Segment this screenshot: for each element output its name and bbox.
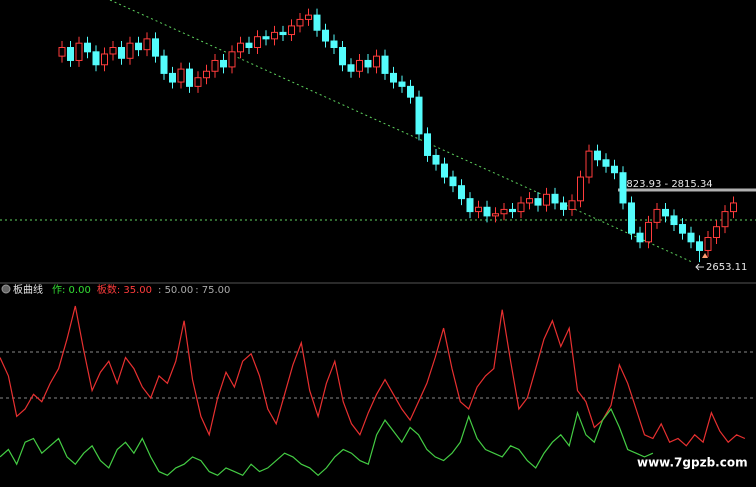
candle-body — [611, 165, 618, 174]
candle-body — [492, 213, 499, 217]
candle-body — [169, 72, 176, 83]
candle-body — [347, 64, 355, 72]
candle-body — [220, 59, 227, 68]
candle-body — [245, 42, 253, 49]
candle-body — [619, 172, 627, 204]
range-label: 2823.93 - 2815.34 — [620, 179, 713, 190]
candle-body — [458, 185, 465, 200]
candle-body — [118, 47, 125, 59]
candle-body — [356, 59, 363, 72]
candle-body — [373, 55, 380, 68]
candle-body — [594, 150, 601, 161]
candle-body — [509, 208, 516, 213]
candle-body — [687, 232, 695, 243]
candle-body — [75, 42, 83, 61]
candle-body — [466, 198, 474, 213]
candle-body — [628, 202, 635, 234]
candle-body — [254, 36, 261, 48]
low-arrow — [695, 263, 704, 271]
candle-body — [288, 25, 295, 36]
candle-body — [101, 53, 108, 66]
candle-body — [67, 47, 74, 61]
candle-body — [543, 193, 550, 206]
candle-body — [313, 14, 321, 31]
candle-body — [696, 241, 703, 251]
candle-body — [322, 29, 329, 42]
candle-body — [526, 198, 533, 204]
candle-body — [441, 163, 448, 178]
candle-body — [517, 202, 525, 213]
candle-body — [500, 208, 508, 215]
candle-body — [407, 85, 414, 98]
candle-body — [84, 42, 91, 53]
candle-body — [432, 154, 440, 165]
panel-icon — [1, 284, 11, 294]
candle-body — [364, 59, 372, 68]
signal-marker — [702, 253, 708, 258]
candle-body — [645, 221, 652, 243]
candle-body — [730, 202, 737, 213]
candle-body — [92, 51, 100, 66]
candle-body — [228, 51, 236, 68]
candle-body — [126, 42, 134, 59]
indicator-param: 板数: 35.00 — [97, 283, 152, 296]
candle-body — [636, 232, 644, 243]
candle-body — [237, 42, 244, 53]
candle-body — [551, 193, 559, 204]
candle-body — [203, 70, 210, 79]
candle-body — [177, 68, 185, 83]
indicator-param: 作: 0.00 — [52, 284, 91, 296]
candle-body — [211, 59, 219, 72]
candle-body — [577, 176, 584, 202]
candle-body — [135, 42, 142, 51]
candle-body — [152, 38, 159, 57]
candle-body — [704, 237, 712, 251]
low-label: 2653.11 — [706, 262, 747, 273]
candle-body — [339, 47, 346, 66]
candle-body — [390, 72, 397, 83]
candle-body — [713, 226, 720, 238]
trend-line — [109, 0, 693, 263]
candle-body — [475, 206, 482, 213]
candle-body — [296, 18, 304, 27]
candle-body — [721, 211, 729, 228]
candle-body — [560, 202, 567, 210]
candle-body — [109, 47, 117, 55]
level-label: : 75.00 — [195, 285, 230, 296]
candle-body — [585, 150, 593, 178]
candle-body — [271, 31, 278, 40]
candle-body — [415, 96, 423, 135]
candle-body — [194, 77, 202, 87]
candle-body — [662, 208, 669, 217]
candle-body — [670, 215, 678, 226]
candle-body — [483, 206, 491, 217]
candle-body — [143, 38, 151, 51]
candle-body — [602, 159, 610, 167]
candle-body — [534, 198, 542, 206]
candle-body — [58, 47, 66, 57]
indicator-title: 板曲线 — [13, 283, 43, 296]
candle-body — [568, 200, 576, 210]
indicator-line — [0, 305, 746, 447]
candle-body — [279, 31, 287, 36]
candle-body — [186, 68, 193, 87]
indicator-line — [0, 407, 654, 477]
candle-body — [305, 14, 312, 20]
candle-body — [449, 176, 457, 187]
candle-body — [398, 81, 406, 87]
candle-body — [424, 133, 431, 156]
watermark: www.7gpzb.com — [637, 456, 748, 470]
candle-body — [679, 224, 686, 234]
candle-body — [262, 36, 270, 40]
candle-body — [330, 40, 338, 49]
candle-body — [653, 208, 661, 223]
candle-body — [160, 55, 168, 74]
level-label: : 50.00 — [158, 285, 193, 296]
candle-body — [381, 55, 389, 74]
